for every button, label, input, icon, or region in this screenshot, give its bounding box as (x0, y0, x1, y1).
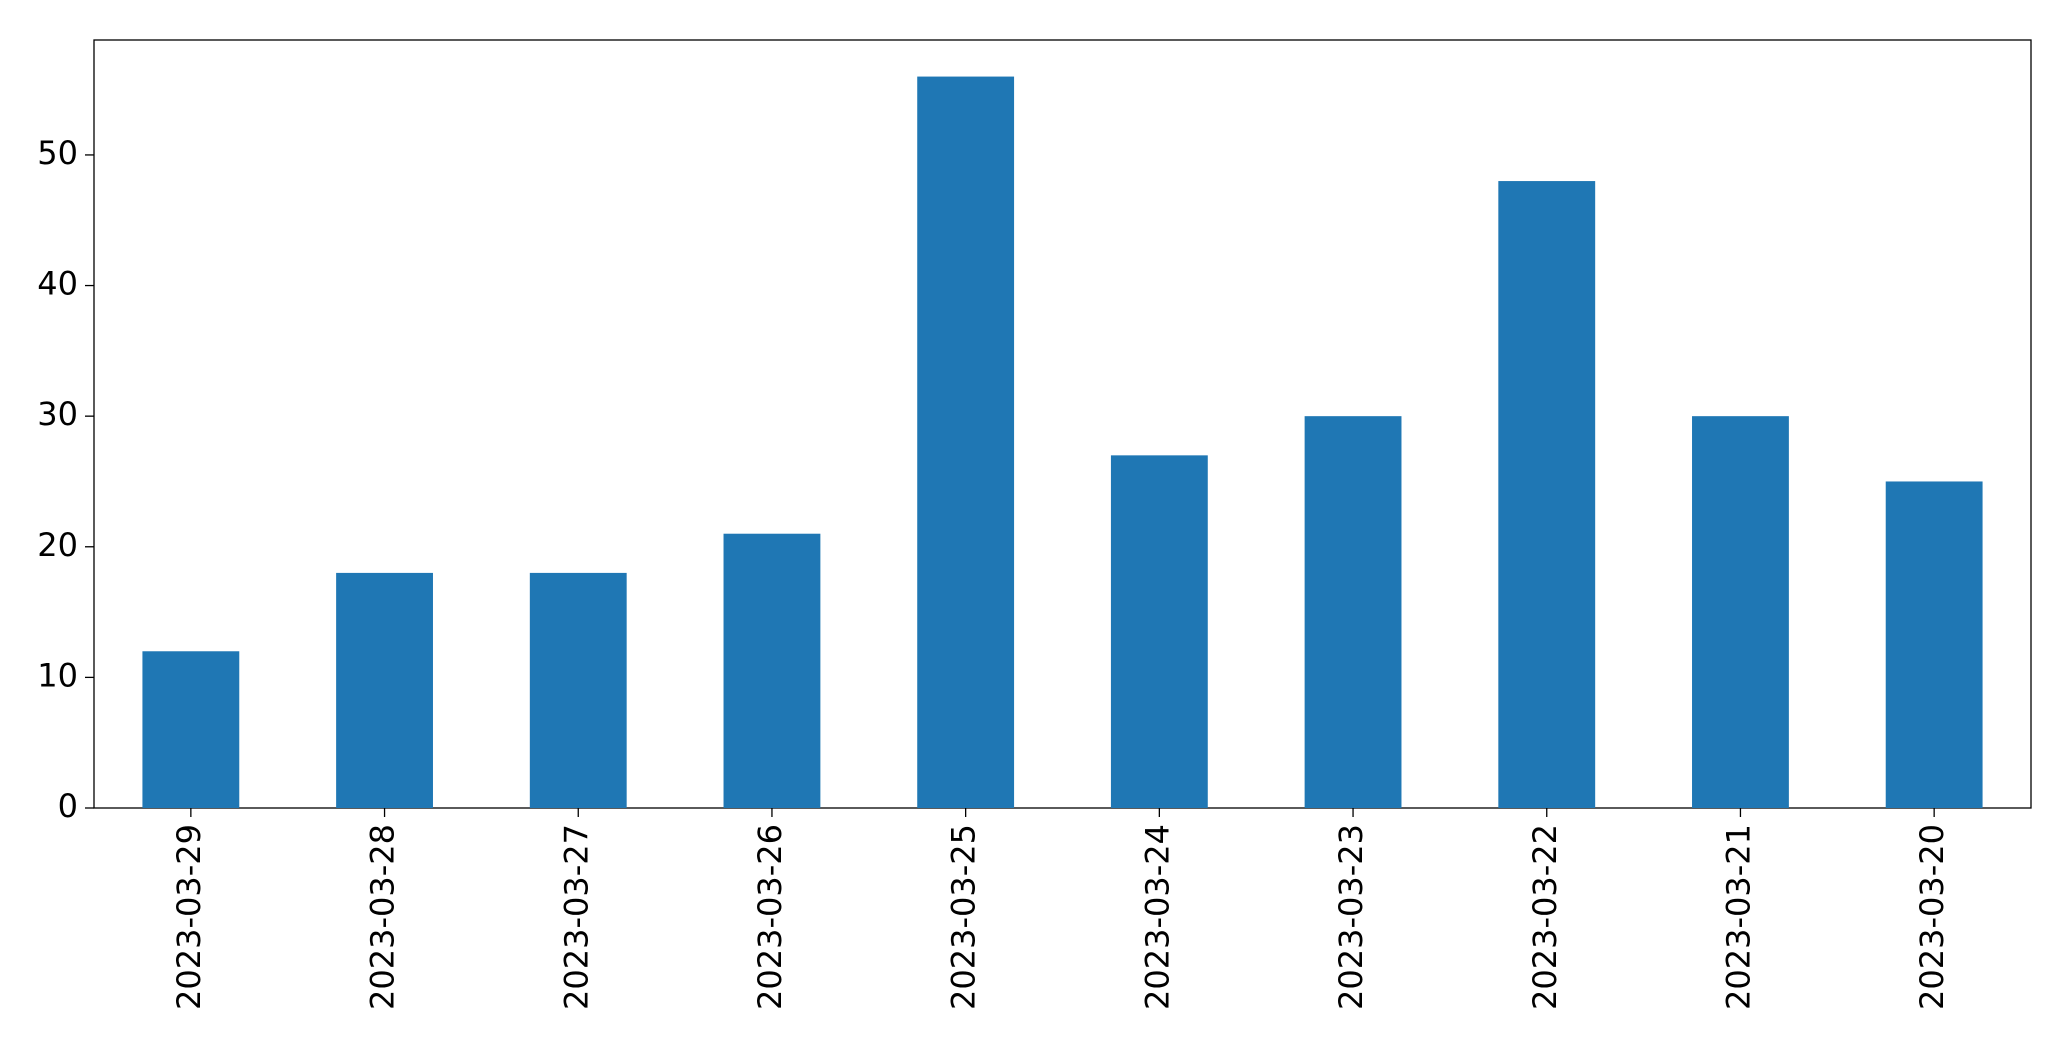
bar (1885, 481, 1983, 808)
bar (1304, 416, 1402, 808)
x-tick-label: 2023-03-22 (1526, 824, 1564, 1010)
x-tick-label: 2023-03-21 (1719, 824, 1757, 1010)
bar (1692, 416, 1789, 808)
x-tick-label: 2023-03-23 (1332, 824, 1370, 1010)
x-tick-label: 2023-03-20 (1913, 824, 1951, 1010)
x-tick-label: 2023-03-29 (170, 824, 208, 1010)
bar (336, 572, 433, 808)
bar (723, 533, 821, 808)
x-tick-label: 2023-03-27 (557, 824, 595, 1010)
y-tick-label: 40 (37, 265, 78, 303)
bar (142, 651, 240, 808)
x-tick-label: 2023-03-26 (751, 824, 789, 1010)
y-tick-label: 30 (37, 395, 78, 433)
bar (1498, 181, 1596, 808)
y-tick-label: 0 (58, 787, 78, 825)
y-tick-label: 50 (37, 134, 78, 172)
x-tick-label: 2023-03-28 (364, 824, 402, 1010)
y-tick-label: 20 (37, 526, 78, 564)
bar (1110, 455, 1208, 808)
x-tick-label: 2023-03-24 (1138, 824, 1176, 1010)
bar (917, 76, 1015, 809)
x-tick-label: 2023-03-25 (945, 824, 983, 1010)
plot-frame (93, 39, 2032, 809)
y-tick-label: 10 (37, 656, 78, 694)
bar (529, 572, 627, 808)
